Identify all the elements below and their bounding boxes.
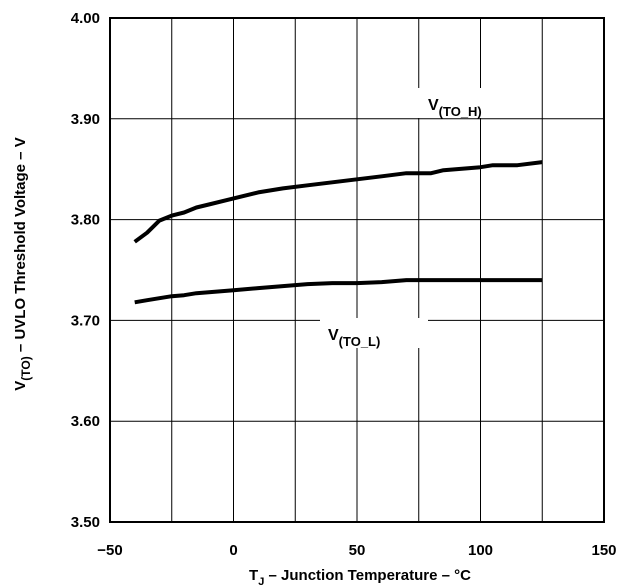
y-tick-label: 3.80 <box>71 212 100 229</box>
series-labels: V(TO_H)V(TO_L) <box>320 88 528 349</box>
x-tick-label: 50 <box>349 542 366 559</box>
y-axis-label-sub: (TO) <box>19 356 33 380</box>
y-axis-label-main: V <box>12 381 29 391</box>
x-tick-label: 150 <box>591 542 616 559</box>
grid-lines <box>109 17 605 523</box>
series-label-sub: (TO_H) <box>439 104 482 119</box>
series-label-main: V <box>328 327 339 344</box>
y-tick-labels: 3.50 3.60 3.70 3.80 3.90 4.00 <box>71 10 100 531</box>
y-axis-label: V(TO) – UVLO Threshold Voltage – V <box>12 137 33 390</box>
y-tick-label: 3.90 <box>71 111 100 128</box>
x-tick-label: 0 <box>229 542 237 559</box>
series-line <box>134 278 543 305</box>
x-tick-labels: −50 0 50 100 150 <box>97 542 616 559</box>
y-tick-label: 3.60 <box>71 413 100 430</box>
x-axis-label: TJ – Junction Temperature – °C <box>249 567 471 586</box>
x-tick-label: −50 <box>97 542 122 559</box>
series-label-bg <box>320 318 428 348</box>
series-label: V(TO_H) <box>428 97 482 119</box>
y-tick-label: 4.00 <box>71 10 100 27</box>
series-label-bg <box>418 88 528 118</box>
plot-frame <box>109 17 605 523</box>
y-tick-label: 3.50 <box>71 514 100 531</box>
series-lines <box>133 160 543 305</box>
y-axis-label-rest: – UVLO Threshold Voltage – V <box>12 137 29 356</box>
x-tick-label: 100 <box>468 542 493 559</box>
x-axis-label-rest: – Junction Temperature – °C <box>264 567 471 584</box>
y-tick-label: 3.70 <box>71 312 100 329</box>
series-label-main: V <box>428 97 439 114</box>
x-axis-label-sub: J <box>258 576 264 586</box>
series-line <box>133 160 543 244</box>
series-label: V(TO_L) <box>328 327 380 349</box>
series-label-sub: (TO_L) <box>339 334 381 349</box>
x-axis-label-main: T <box>249 567 258 584</box>
